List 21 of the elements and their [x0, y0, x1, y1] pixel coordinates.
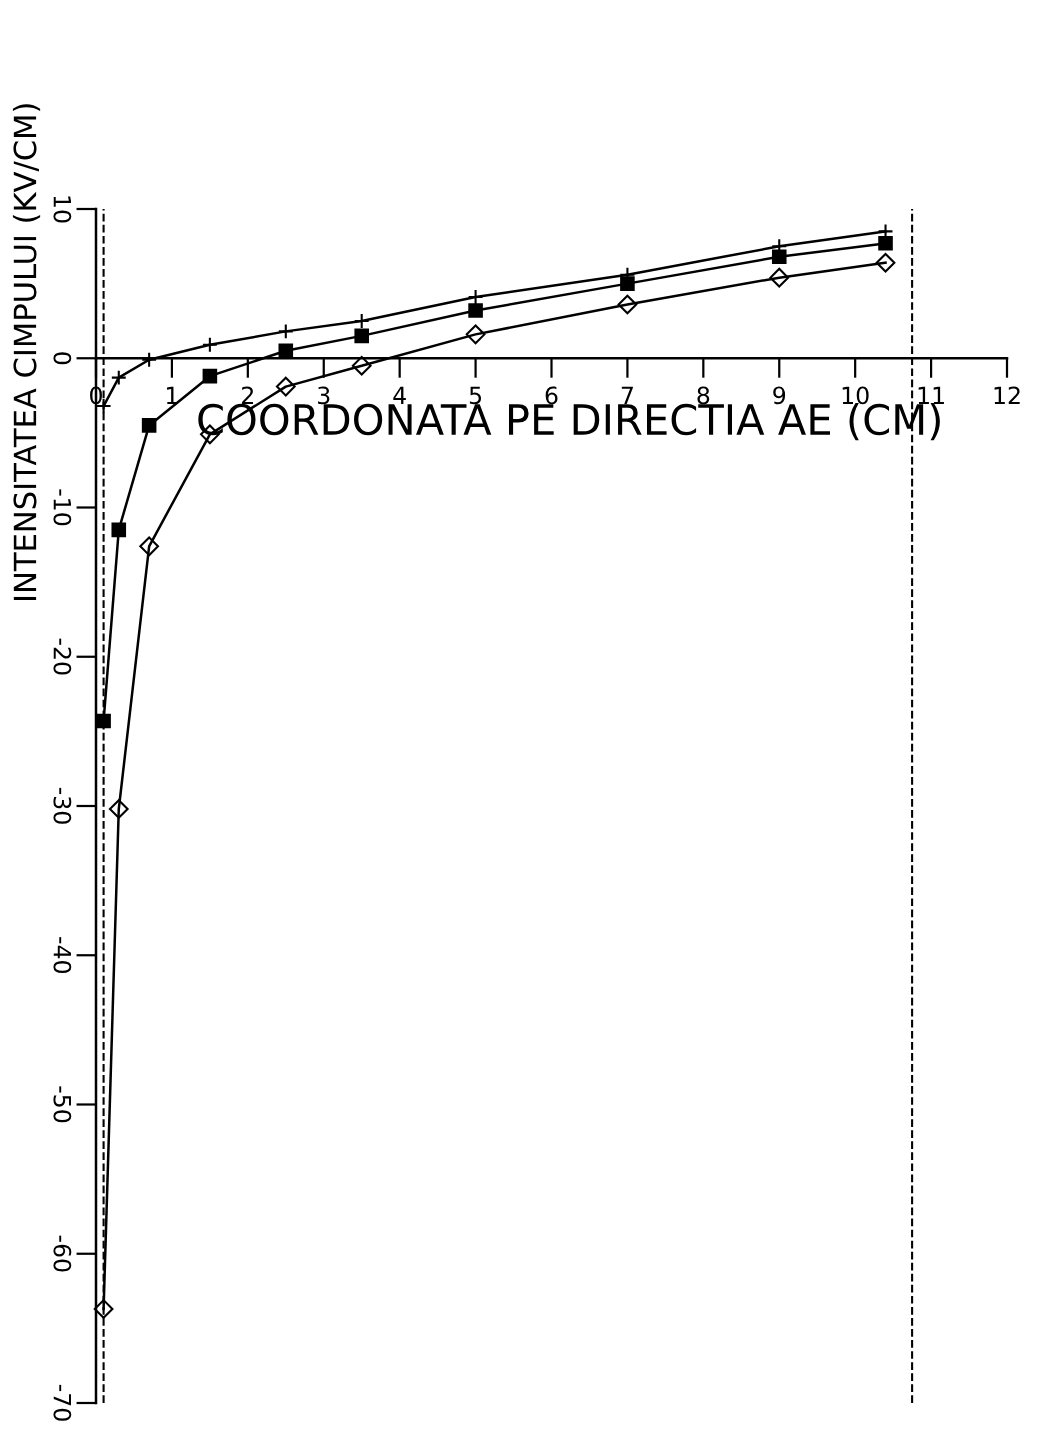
x-tick-label: 11 [918, 386, 944, 404]
y-tick-label: -10 [53, 489, 72, 526]
y-tick-label: 0 [53, 352, 72, 365]
x-tick-label: 3 [318, 386, 330, 405]
x-tick-label: 2 [242, 386, 253, 404]
y-tick-label: -40 [53, 937, 72, 973]
y-tick-label: -70 [53, 1384, 72, 1421]
x-tick-label: 10 [842, 386, 869, 405]
x-tick-label: 5 [469, 386, 482, 405]
x-tick-label: 8 [697, 386, 710, 405]
x-tick-label: 12 [994, 386, 1020, 404]
x-tick-label: 9 [773, 386, 786, 405]
y-tick-label: -30 [53, 787, 72, 824]
x-tick-label: 6 [545, 386, 558, 405]
y-tick-label: 10 [53, 196, 72, 223]
y-tick-label: -20 [53, 638, 72, 675]
y-tick-label: -60 [53, 1235, 72, 1272]
x-tick-label: 7 [621, 386, 633, 404]
y-axis-title: INTENSITATEA CIMPULUI (KV/CM) [12, 104, 41, 600]
x-tick-label: 4 [393, 386, 406, 404]
y-tick-label: -50 [53, 1086, 72, 1123]
